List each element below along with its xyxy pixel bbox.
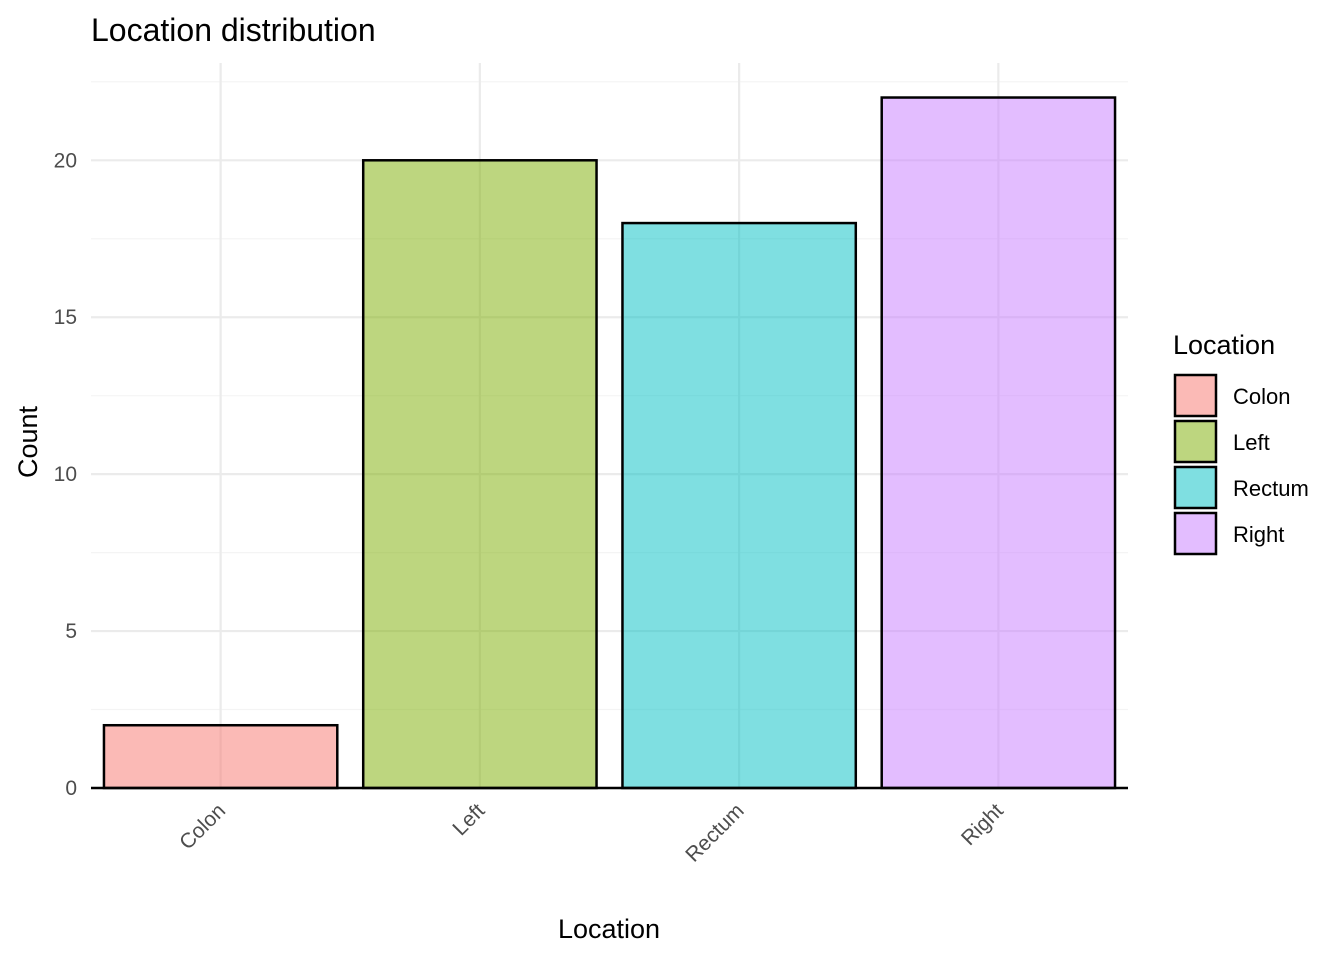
y-tick-label: 20 <box>54 149 77 172</box>
bar-rectum <box>621 221 858 790</box>
legend-title: Location <box>1173 330 1275 360</box>
bars <box>102 96 1117 790</box>
x-tick-label: Rectum <box>681 799 748 866</box>
legend-key-rectum <box>1173 465 1218 510</box>
bar-left <box>361 159 598 790</box>
x-axis-ticks: Colon Left Rectum Right <box>175 799 1008 867</box>
legend-key-left <box>1173 419 1218 464</box>
legend-label: Colon <box>1233 384 1290 409</box>
x-axis-title: Location <box>558 914 660 944</box>
legend-key-right <box>1173 511 1218 556</box>
chart-title: Location distribution <box>91 12 376 48</box>
y-tick-label: 15 <box>54 306 77 329</box>
legend-label: Rectum <box>1233 476 1309 501</box>
legend-label: Right <box>1233 522 1284 547</box>
x-tick-label: Left <box>448 799 489 840</box>
legend: Location Colon Left Rectum Right <box>1173 330 1309 556</box>
legend-label: Left <box>1233 430 1270 455</box>
bar-colon <box>102 723 339 790</box>
y-axis-title: Count <box>13 405 43 478</box>
x-tick-label: Colon <box>175 799 230 854</box>
y-tick-label: 5 <box>65 620 77 643</box>
y-axis-ticks: 0 5 10 15 20 <box>54 149 77 800</box>
y-tick-label: 0 <box>65 777 77 800</box>
y-tick-label: 10 <box>54 463 77 486</box>
bar-right <box>880 96 1117 790</box>
legend-key-colon <box>1173 373 1218 418</box>
x-tick-label: Right <box>957 799 1008 850</box>
